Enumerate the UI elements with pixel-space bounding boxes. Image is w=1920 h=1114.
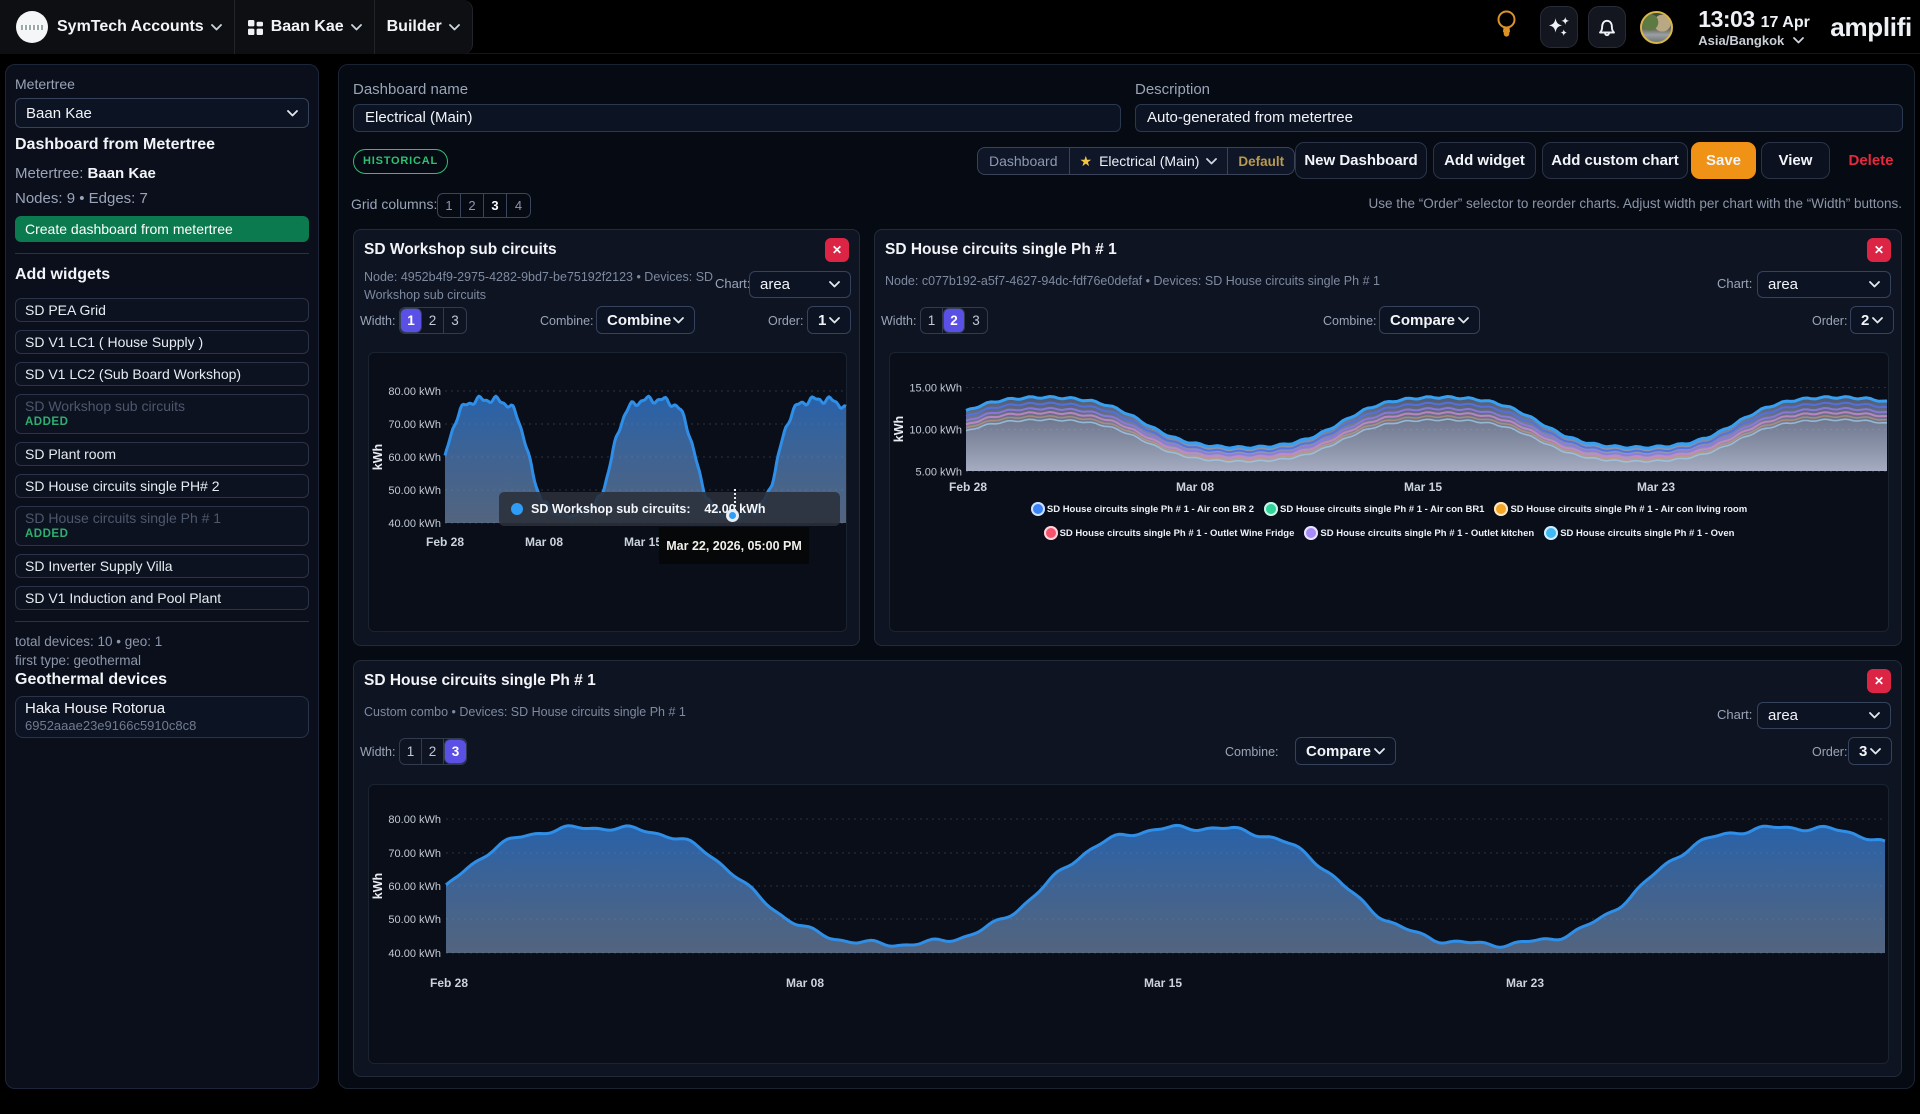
- svg-text:kWh: kWh: [892, 416, 906, 442]
- svg-text:80.00 kWh: 80.00 kWh: [388, 814, 441, 826]
- svg-text:80.00 kWh: 80.00 kWh: [388, 386, 441, 398]
- svg-text:40.00 kWh: 40.00 kWh: [388, 518, 441, 530]
- svg-text:Feb 28: Feb 28: [430, 976, 468, 990]
- svg-text:kWh: kWh: [371, 873, 385, 899]
- svg-text:Feb 28: Feb 28: [426, 535, 464, 549]
- svg-text:60.00 kWh: 60.00 kWh: [388, 881, 441, 893]
- svg-text:5.00 kWh: 5.00 kWh: [916, 467, 962, 479]
- svg-text:Mar 23: Mar 23: [1637, 480, 1675, 494]
- svg-text:15.00 kWh: 15.00 kWh: [909, 383, 962, 395]
- svg-text:Feb 28: Feb 28: [949, 480, 987, 494]
- svg-text:Mar 08: Mar 08: [1176, 480, 1214, 494]
- svg-text:Mar 08: Mar 08: [786, 976, 824, 990]
- svg-text:Mar 15: Mar 15: [624, 535, 662, 549]
- svg-text:10.00 kWh: 10.00 kWh: [909, 425, 962, 437]
- svg-text:60.00 kWh: 60.00 kWh: [388, 452, 441, 464]
- svg-text:70.00 kWh: 70.00 kWh: [388, 848, 441, 860]
- svg-text:Mar 15: Mar 15: [1404, 480, 1442, 494]
- svg-text:kWh: kWh: [371, 444, 385, 470]
- svg-text:70.00 kWh: 70.00 kWh: [388, 419, 441, 431]
- svg-text:Mar 08: Mar 08: [525, 535, 563, 549]
- svg-text:50.00 kWh: 50.00 kWh: [388, 485, 441, 497]
- svg-text:50.00 kWh: 50.00 kWh: [388, 914, 441, 926]
- svg-text:Mar 15: Mar 15: [1144, 976, 1182, 990]
- svg-text:Mar 23: Mar 23: [1506, 976, 1544, 990]
- svg-text:40.00 kWh: 40.00 kWh: [388, 948, 441, 960]
